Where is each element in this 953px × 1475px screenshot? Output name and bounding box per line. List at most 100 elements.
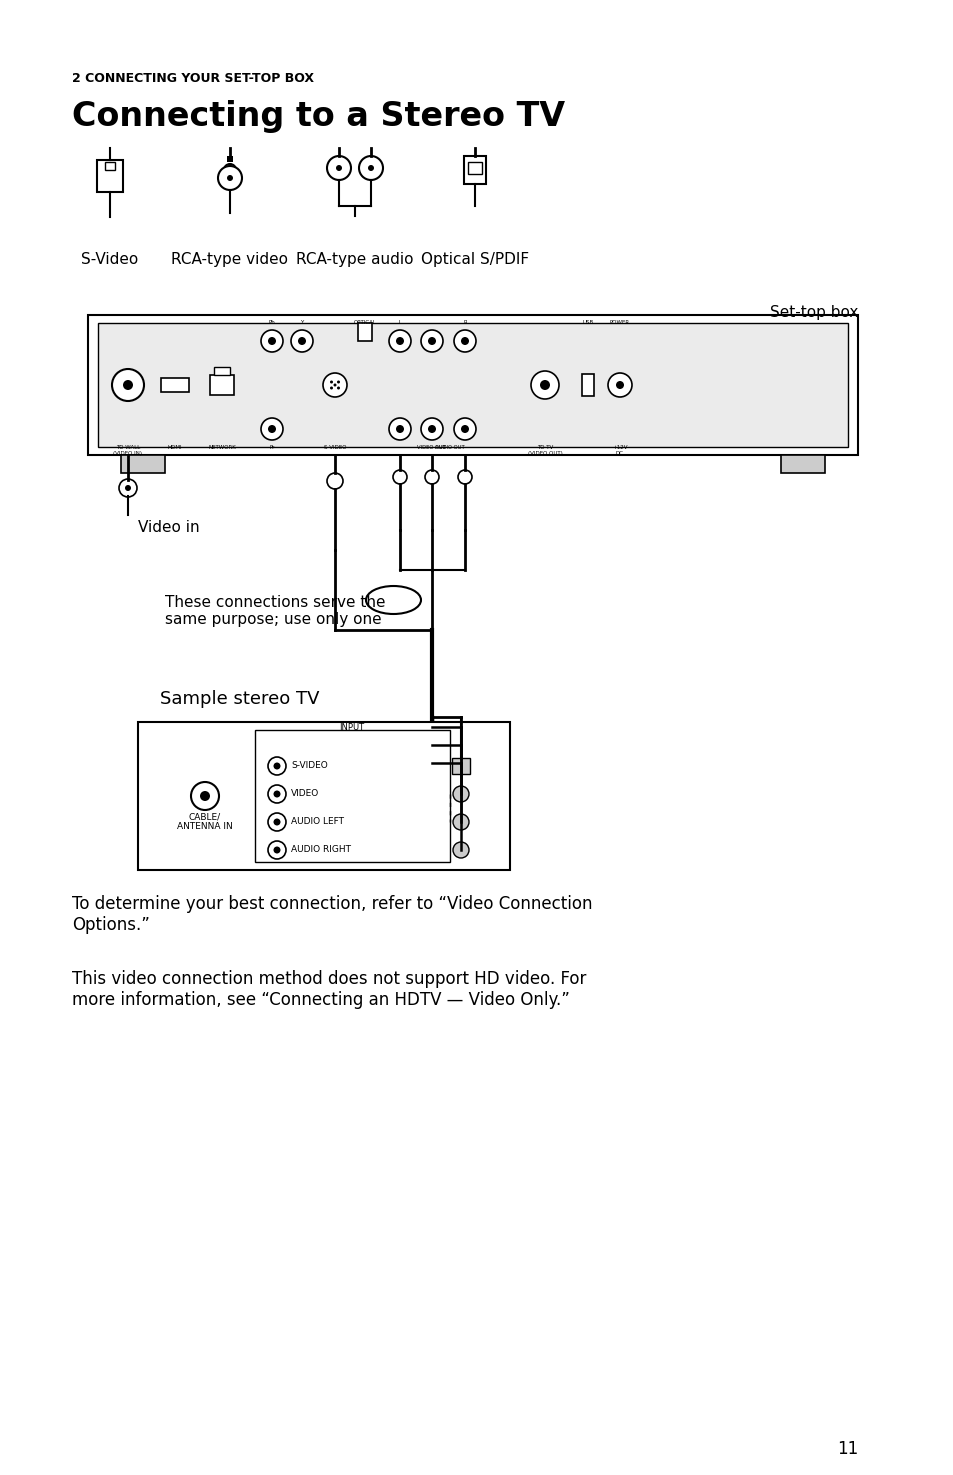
Bar [88, 316, 857, 454]
Circle shape [119, 479, 137, 497]
Text: L: L [398, 320, 401, 324]
Text: These connections serve the
same purpose; use only one: These connections serve the same purpose… [165, 594, 385, 627]
Circle shape [460, 336, 469, 345]
Text: Pb: Pb [269, 320, 275, 324]
Text: S-VIDEO: S-VIDEO [291, 761, 328, 770]
Circle shape [336, 381, 339, 384]
Bar [254, 730, 450, 861]
Circle shape [123, 381, 132, 389]
Circle shape [457, 471, 472, 484]
Circle shape [428, 425, 436, 434]
Text: TO TV
(VIDEO OUT): TO TV (VIDEO OUT) [527, 445, 561, 456]
Circle shape [274, 791, 280, 798]
Text: AUDIO RIGHT: AUDIO RIGHT [291, 845, 351, 854]
Circle shape [334, 384, 336, 386]
Circle shape [327, 473, 343, 490]
Text: +12V
DC: +12V DC [612, 445, 627, 456]
Circle shape [539, 381, 550, 389]
Circle shape [218, 167, 242, 190]
Circle shape [428, 336, 436, 345]
Bar [452, 758, 470, 774]
Text: INPUT: INPUT [339, 723, 364, 732]
Text: 11: 11 [836, 1440, 857, 1457]
Circle shape [268, 757, 286, 774]
Bar [121, 454, 165, 473]
Text: TO WALL
(VIDEO IN): TO WALL (VIDEO IN) [113, 445, 142, 456]
Circle shape [274, 819, 280, 826]
Bar [213, 367, 230, 375]
Text: S VIDEO: S VIDEO [323, 445, 346, 450]
Text: HDMI: HDMI [168, 445, 182, 450]
Bar [210, 375, 233, 395]
Circle shape [420, 417, 442, 440]
Circle shape [395, 336, 403, 345]
Circle shape [297, 336, 306, 345]
Bar [468, 162, 481, 174]
Bar [357, 323, 372, 341]
Circle shape [454, 330, 476, 353]
Circle shape [191, 782, 219, 810]
Text: POWER: POWER [609, 320, 629, 324]
Circle shape [224, 164, 235, 176]
Circle shape [261, 330, 283, 353]
Bar [97, 159, 123, 192]
Text: NETWORK: NETWORK [208, 445, 235, 450]
Bar [581, 375, 594, 395]
Text: Sample stereo TV: Sample stereo TV [160, 690, 319, 708]
Text: S-Video: S-Video [81, 252, 138, 267]
Text: Video in: Video in [138, 521, 199, 535]
Text: Set-top box: Set-top box [769, 305, 857, 320]
Bar [105, 162, 115, 170]
Circle shape [393, 471, 407, 484]
Circle shape [460, 425, 469, 434]
Circle shape [389, 330, 411, 353]
Circle shape [453, 842, 469, 858]
Bar [227, 156, 233, 162]
Circle shape [336, 386, 339, 389]
Circle shape [453, 786, 469, 802]
Circle shape [268, 813, 286, 830]
Bar [98, 323, 847, 447]
Circle shape [125, 485, 131, 491]
Text: USB: USB [582, 320, 593, 324]
Text: RCA-type audio: RCA-type audio [296, 252, 414, 267]
Circle shape [274, 763, 280, 770]
Text: VIDEO OUT: VIDEO OUT [417, 445, 446, 450]
Circle shape [368, 165, 374, 171]
Circle shape [268, 785, 286, 802]
Circle shape [268, 336, 275, 345]
Text: This video connection method does not support HD video. For
more information, se: This video connection method does not su… [71, 971, 586, 1009]
Text: Pr: Pr [269, 445, 274, 450]
Circle shape [389, 417, 411, 440]
Circle shape [395, 425, 403, 434]
Text: CABLE/
ANTENNA IN: CABLE/ ANTENNA IN [177, 813, 233, 832]
Text: AUDIO LEFT: AUDIO LEFT [291, 817, 344, 826]
Text: R: R [462, 320, 466, 324]
Circle shape [330, 386, 333, 389]
Text: Y: Y [300, 320, 303, 324]
Circle shape [358, 156, 382, 180]
Circle shape [454, 417, 476, 440]
Circle shape [274, 847, 280, 854]
Bar [138, 721, 510, 870]
Circle shape [327, 156, 351, 180]
Text: OPTICAL: OPTICAL [354, 320, 376, 324]
Circle shape [112, 369, 144, 401]
Circle shape [531, 372, 558, 400]
Ellipse shape [366, 586, 420, 614]
Bar [463, 156, 485, 184]
Text: Connecting to a Stereo TV: Connecting to a Stereo TV [71, 100, 564, 133]
Circle shape [268, 425, 275, 434]
Bar [161, 378, 189, 392]
Circle shape [291, 330, 313, 353]
Circle shape [420, 330, 442, 353]
Circle shape [330, 381, 333, 384]
Bar [781, 454, 824, 473]
Circle shape [335, 165, 341, 171]
Text: RCA-type video: RCA-type video [172, 252, 288, 267]
Circle shape [616, 381, 623, 389]
Circle shape [607, 373, 631, 397]
Circle shape [227, 176, 233, 181]
Circle shape [261, 417, 283, 440]
Text: To determine your best connection, refer to “Video Connection
Options.”: To determine your best connection, refer… [71, 895, 592, 934]
